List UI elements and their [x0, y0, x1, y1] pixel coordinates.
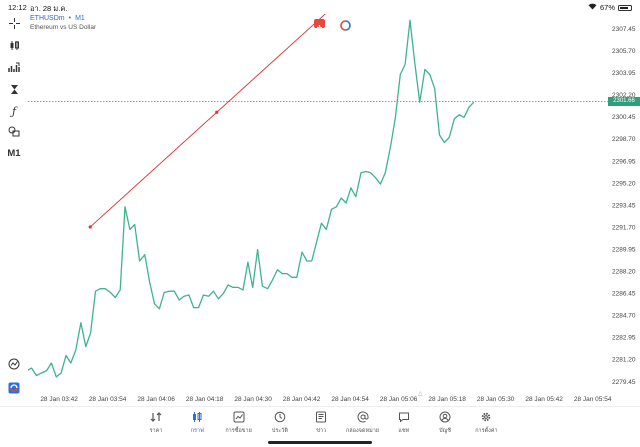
nav-label: แชท: [398, 428, 410, 434]
x-tick-label: 28 Jan 04:30: [234, 396, 272, 403]
account-icon: [438, 410, 452, 424]
x-tick-label: 28 Jan 04:18: [186, 396, 224, 403]
trendline-segment: [89, 3, 337, 228]
status-right: 67%: [588, 3, 632, 12]
home-indicator: [268, 441, 372, 444]
y-tick-label: 2305.70: [612, 48, 636, 55]
trade-icon: [232, 410, 246, 424]
function-icon[interactable]: ƒ: [11, 104, 17, 118]
x-tick-label: 28 Jan 04:54: [331, 396, 369, 403]
y-tick-label: 2289.95: [612, 246, 636, 253]
nav-settings[interactable]: การตั้งค่า: [466, 410, 506, 435]
nav-label: กราฟ: [190, 428, 204, 434]
bottom-nav: ราคา กราฟ การซื้อขาย ประวัติ ข่าว กล่องจดหมาย…: [0, 406, 640, 447]
settings-icon: [479, 410, 493, 424]
nav-label: กล่องจดหมาย: [345, 428, 380, 434]
x-tick-label: 28 Jan 04:42: [283, 396, 321, 403]
objects-icon[interactable]: [6, 124, 22, 138]
y-tick-label: 2298.70: [612, 136, 636, 143]
y-tick-label: 2295.20: [612, 180, 636, 187]
y-tick-label: 2284.70: [612, 313, 636, 320]
y-tick-label: 2302.20: [612, 92, 636, 99]
one-click-toggle-icon[interactable]: [340, 18, 351, 31]
news-icon: [314, 410, 328, 424]
nav-quotes[interactable]: ราคา: [136, 410, 176, 435]
current-price-tag: 2301.66: [608, 96, 640, 106]
y-tick-label: 2300.45: [612, 114, 636, 121]
x-tick-label: 28 Jan 03:54: [89, 396, 127, 403]
gauge-icon[interactable]: [6, 357, 22, 371]
battery-icon: [618, 4, 632, 11]
battery-text: 67%: [599, 3, 615, 12]
y-axis: 2279.45 2281.20 2282.95 2284.70 2286.45 2288.…: [612, 26, 636, 386]
y-tick-label: 2307.45: [612, 26, 636, 33]
y-tick-label: 2282.95: [612, 335, 636, 342]
history-icon: [273, 410, 287, 424]
period-icon[interactable]: [6, 82, 22, 96]
symbol-separator: •: [68, 15, 72, 22]
date: อา. 28 ม.ค.: [30, 4, 68, 13]
y-tick-label: 2279.45: [612, 379, 636, 386]
x-tick-label: 28 Jan 05:42: [525, 396, 563, 403]
chat-icon: [397, 410, 411, 424]
symbol-name: ETHUSDm: [30, 15, 65, 22]
y-tick-label: 2296.95: [612, 158, 636, 165]
nav-chart[interactable]: กราฟ: [177, 410, 217, 435]
battery-fill: [620, 6, 629, 9]
x-tick-label: 28 Jan 05:54: [574, 396, 612, 403]
y-tick-label: 2288.20: [612, 269, 636, 276]
nav-label: การตั้งค่า: [475, 428, 498, 434]
wifi-icon: [588, 3, 597, 12]
x-tick-label: 28 Jan 03:42: [40, 396, 78, 403]
candles-icon[interactable]: [6, 38, 22, 52]
nav-account[interactable]: บัญชี: [425, 410, 465, 435]
nav-label: บัญชี: [439, 428, 452, 434]
trade-panel-icon[interactable]: [6, 381, 22, 395]
trendline[interactable]: [88, 3, 337, 229]
clock: 12:12: [8, 3, 27, 12]
trendline-anchor-point: [215, 110, 219, 114]
one-click-sell-button[interactable]: [314, 19, 325, 30]
nav-label: การซื้อขาย: [225, 428, 252, 434]
timeframe-m1[interactable]: M1: [7, 147, 21, 159]
mail-icon: [356, 410, 370, 424]
x-tick-label: 28 Jan 04:06: [137, 396, 175, 403]
symbol-timeframe: M1: [75, 15, 85, 22]
nav-trade[interactable]: การซื้อขาย: [219, 410, 259, 435]
x-tick-label: 28 Jan 05:06: [380, 396, 418, 403]
nav-chat[interactable]: แชท: [384, 410, 424, 435]
x-axis: 28 Jan 03:42 28 Jan 03:54 28 Jan 04:06 28 J…: [40, 396, 611, 403]
quotes-icon: [149, 410, 163, 424]
y-tick-label: 2286.45: [612, 291, 636, 298]
price-chart[interactable]: ETHUSDm • M1 Ethereum vs US Dollar 2279.…: [26, 3, 640, 406]
chart-icon: [190, 410, 204, 424]
trendline-anchor-point: [88, 225, 92, 229]
nav-label: ราคา: [149, 428, 163, 434]
scroll-hint-icon[interactable]: △: [418, 391, 423, 397]
indicators-icon[interactable]: [6, 60, 22, 74]
y-tick-label: 2291.70: [612, 224, 636, 231]
chart-symbol: ETHUSDm • M1: [30, 15, 85, 22]
chart-toolbar: ƒ M1: [0, 14, 28, 406]
y-tick-label: 2281.20: [612, 357, 636, 364]
nav-mailbox[interactable]: กล่องจดหมาย: [343, 410, 383, 435]
x-tick-label: 28 Jan 05:30: [477, 396, 515, 403]
chart-canvas: 2279.45 2281.20 2282.95 2284.70 2286.45 2288.…: [26, 3, 640, 403]
crosshair-icon[interactable]: [6, 16, 22, 30]
nav-label: ข่าว: [316, 428, 327, 434]
y-tick-label: 2293.45: [612, 202, 636, 209]
nav-news[interactable]: ข่าว: [301, 410, 341, 435]
status-bar: 12:12 อา. 28 ม.ค. 67%: [0, 0, 640, 14]
x-tick-label: 28 Jan 05:18: [428, 396, 466, 403]
nav-label: ประวัติ: [271, 428, 288, 434]
symbol-description: Ethereum vs US Dollar: [30, 24, 97, 31]
series-eth: [26, 19, 475, 378]
series-line: [26, 19, 475, 378]
y-tick-label: 2303.95: [612, 70, 636, 77]
nav-history[interactable]: ประวัติ: [260, 410, 300, 435]
